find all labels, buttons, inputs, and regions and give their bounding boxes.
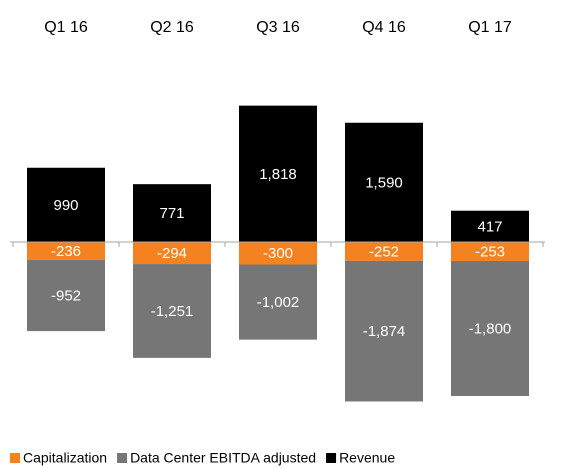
category-label: Q3 16	[256, 19, 300, 36]
data-label: 990	[53, 197, 78, 214]
bar-segment	[133, 184, 211, 242]
category-label: Q1 17	[468, 19, 512, 36]
data-label: -952	[51, 287, 81, 304]
bar-segment	[451, 242, 529, 261]
data-label: 1,590	[365, 174, 403, 191]
legend-label: Data Center EBITDA adjusted	[130, 450, 316, 466]
data-label: 771	[159, 205, 184, 222]
data-label: -1,874	[363, 323, 406, 340]
category-label: Q1 16	[44, 19, 88, 36]
data-label: -1,800	[469, 320, 512, 337]
bar-segment	[27, 167, 105, 242]
data-label: -300	[263, 245, 293, 262]
bar-segment	[451, 260, 529, 396]
data-label: -1,002	[257, 294, 300, 311]
legend-label: Capitalization	[23, 450, 107, 466]
bar-segment	[133, 264, 211, 358]
bar-segment	[27, 259, 105, 332]
data-label: -1,251	[151, 303, 194, 320]
bar-segment	[239, 242, 317, 265]
data-label: -294	[157, 245, 187, 262]
bar-segment	[345, 122, 423, 242]
data-label: 417	[477, 218, 502, 235]
legend-swatch	[10, 453, 20, 463]
data-label: -252	[369, 243, 399, 260]
bar-segment	[345, 242, 423, 261]
bar-segment	[451, 210, 529, 242]
bar-segment	[239, 264, 317, 340]
bar-segment	[27, 242, 105, 260]
bar-segment	[345, 260, 423, 402]
data-label: -236	[51, 243, 81, 260]
data-label: 1,818	[259, 166, 297, 183]
data-label: -253	[475, 243, 505, 260]
category-label: Q4 16	[362, 19, 406, 36]
bar-segment	[133, 242, 211, 265]
category-label: Q2 16	[150, 19, 194, 36]
legend-swatch	[117, 453, 128, 463]
legend-label: Revenue	[339, 450, 395, 466]
bar-segment	[239, 105, 317, 243]
legend-swatch	[326, 453, 337, 463]
